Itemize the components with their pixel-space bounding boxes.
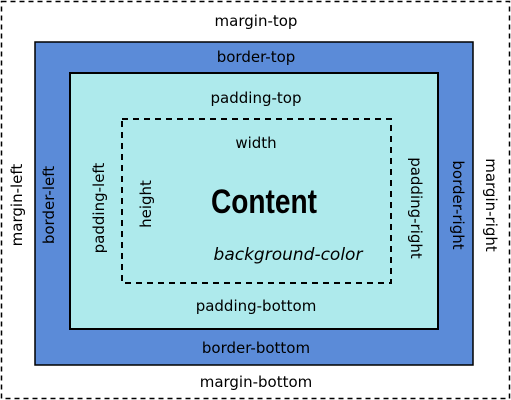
padding-left-label: padding-left <box>90 163 108 254</box>
content-title: Content <box>211 183 317 221</box>
content-box <box>121 118 392 284</box>
padding-top-label: padding-top <box>211 89 302 107</box>
margin-bottom-label: margin-bottom <box>200 373 313 391</box>
margin-left-label: margin-left <box>8 164 26 247</box>
width-label: width <box>235 134 276 152</box>
padding-right-label: padding-right <box>407 157 425 259</box>
border-bottom-label: border-bottom <box>202 339 310 357</box>
border-left-label: border-left <box>40 166 58 244</box>
border-top-label: border-top <box>217 48 296 66</box>
margin-top-label: margin-top <box>215 12 298 30</box>
border-right-label: border-right <box>449 160 467 249</box>
margin-right-label: margin-right <box>482 158 500 252</box>
height-label: height <box>137 180 155 228</box>
padding-bottom-label: padding-bottom <box>196 297 317 315</box>
background-color-label: background-color <box>214 245 364 265</box>
